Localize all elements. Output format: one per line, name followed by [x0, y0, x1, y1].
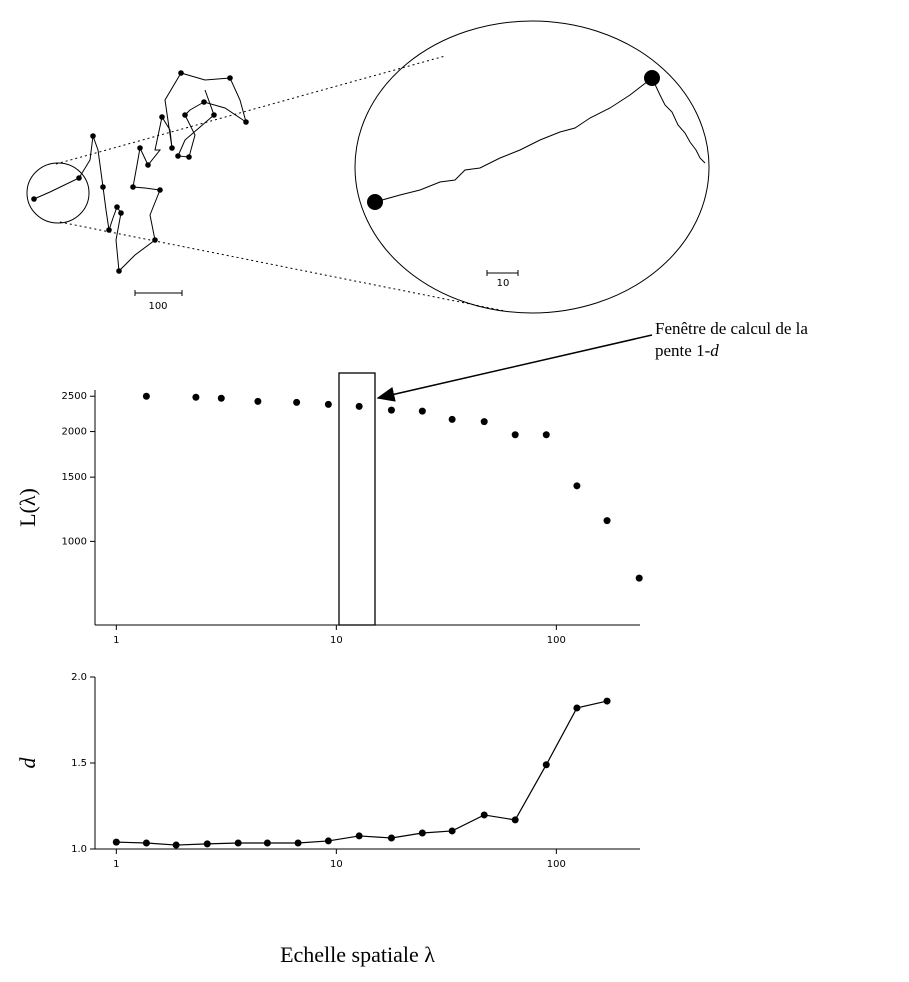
y-tick-label: 2.0 [71, 672, 87, 683]
point [542, 431, 550, 439]
y-tick-label: 1000 [62, 536, 87, 547]
scale-bar [134, 290, 183, 296]
point [294, 839, 302, 847]
point [203, 840, 211, 848]
point [217, 394, 225, 402]
point [511, 816, 519, 824]
scale-label: 100 [148, 301, 167, 312]
point [635, 574, 643, 582]
x-tick-label: 1 [113, 859, 119, 870]
zoom-circle-large [354, 20, 710, 314]
x-tick-label: 1 [113, 635, 119, 646]
zoom-circle-small [26, 162, 90, 224]
x-tick-label: 100 [547, 635, 566, 646]
point [172, 841, 180, 849]
x-tick-label: 100 [547, 859, 566, 870]
point [418, 407, 426, 415]
zoom-line [55, 55, 446, 165]
annotation: pente 1-d [655, 341, 719, 360]
point [263, 839, 271, 847]
point [355, 402, 363, 410]
point [448, 415, 456, 423]
point [387, 406, 395, 414]
point [542, 761, 550, 769]
calculation-window [338, 372, 376, 626]
x-tick-label: 10 [330, 635, 343, 646]
point [324, 837, 332, 845]
point [511, 431, 519, 439]
y-axis-label: L(λ) [15, 488, 40, 527]
point [293, 398, 301, 406]
point [142, 392, 150, 400]
point [112, 838, 120, 846]
point [603, 697, 611, 705]
y-tick-label: 1.0 [71, 844, 87, 855]
point [324, 400, 332, 408]
trajectory [33, 72, 247, 273]
y-axis-label: d [15, 757, 40, 769]
scale-label: 10 [497, 278, 510, 289]
point [192, 393, 200, 401]
y-tick-label: 2500 [62, 391, 87, 402]
point [480, 418, 488, 426]
x-tick-label: 10 [330, 859, 343, 870]
zoomed-path [374, 77, 706, 203]
scale-bar [486, 270, 519, 276]
point [418, 829, 426, 837]
point [142, 839, 150, 847]
point [355, 832, 363, 840]
trajectory-diagram [26, 20, 710, 314]
point [387, 834, 395, 842]
annotation-text: pente 1- [655, 341, 711, 360]
annotation-italic: d [710, 341, 719, 360]
point [254, 397, 262, 405]
y-tick-label: 1.5 [71, 758, 87, 769]
annotation-arrow [376, 334, 653, 402]
point [448, 827, 456, 835]
point [573, 704, 581, 712]
x-axis-label: Echelle spatiale λ [280, 942, 435, 967]
point [234, 839, 242, 847]
zoom-line [59, 221, 506, 312]
point [603, 517, 611, 525]
point [573, 482, 581, 490]
y-tick-label: 2000 [62, 427, 87, 438]
annotation: Fenêtre de calcul de la [655, 319, 808, 338]
y-tick-label: 1500 [62, 472, 87, 483]
point [480, 811, 488, 819]
line [116, 700, 608, 846]
